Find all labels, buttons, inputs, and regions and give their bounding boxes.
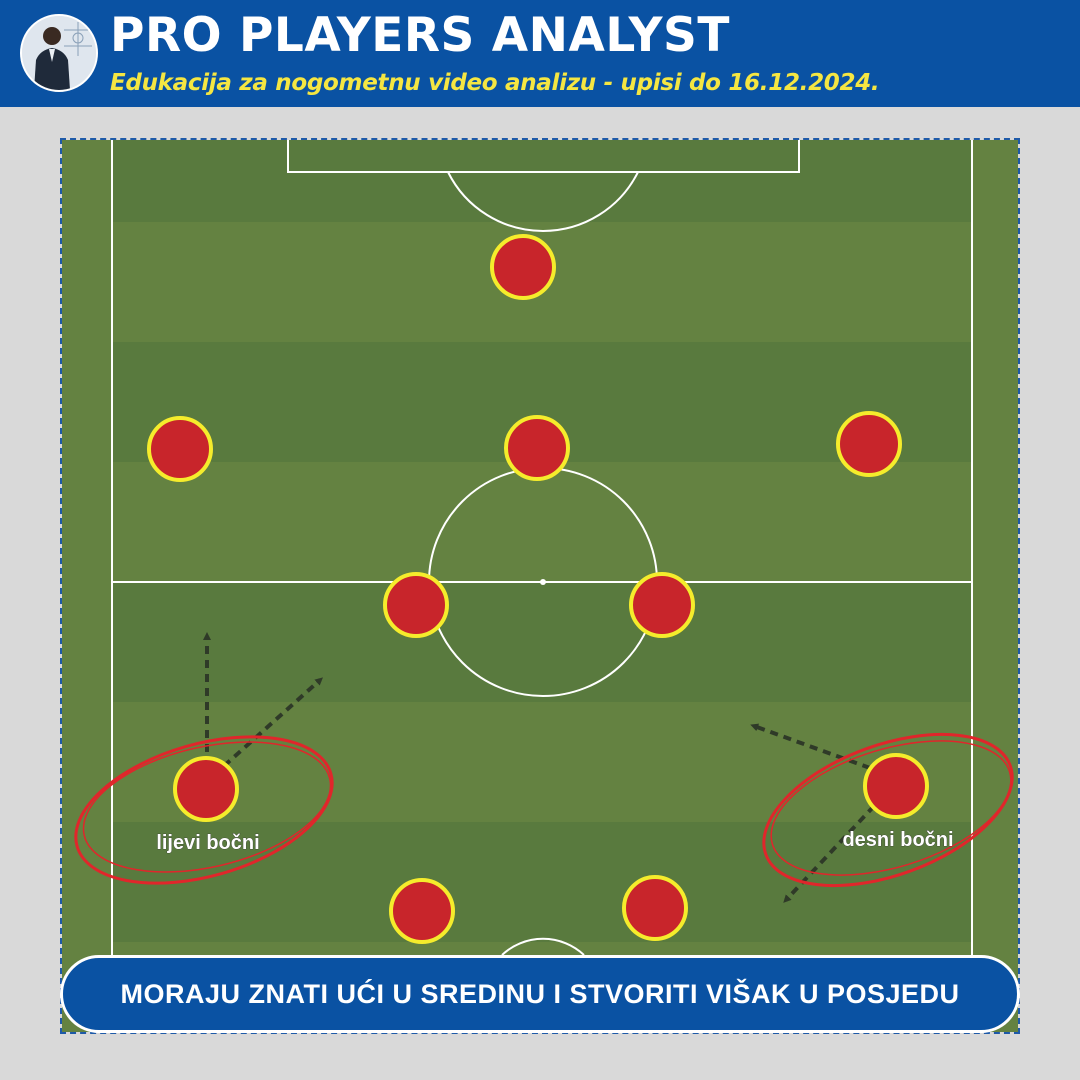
player-right-center-back	[622, 875, 688, 941]
pitch-stripes	[112, 140, 972, 1032]
player-left-center-back	[389, 878, 455, 944]
player-left-back	[173, 756, 239, 822]
arrow-left-diagonal	[222, 677, 323, 768]
page-title: PRO PLAYERS ANALYST	[110, 8, 730, 63]
player-right-winger	[836, 411, 902, 477]
penalty-box	[287, 140, 800, 173]
bottom-arc	[501, 937, 585, 956]
arrow-right-inside	[750, 723, 871, 770]
penalty-arc	[447, 171, 639, 232]
label-right-back: desni bočni	[842, 829, 953, 851]
player-right-center-mid	[629, 572, 695, 638]
player-left-winger	[147, 416, 213, 482]
highlight-circles	[74, 732, 1014, 888]
player-right-back	[863, 753, 929, 819]
pitch-svg: lijevi bočni desni bočni	[62, 140, 1018, 1032]
players	[147, 234, 929, 944]
caption-banner: MORAJU ZNATI UĆI U SREDINU I STVORITI VI…	[60, 955, 1020, 1033]
player-striker	[490, 234, 556, 300]
highlight-right-back	[762, 732, 1014, 888]
page-subtitle: Edukacija za nogometnu video analizu - u…	[110, 70, 880, 96]
header-bar: PRO PLAYERS ANALYST Edukacija za nogomet…	[0, 0, 1080, 107]
player-left-center-mid	[383, 572, 449, 638]
movement-arrows	[203, 632, 876, 903]
center-spot	[540, 579, 546, 585]
label-left-back: lijevi bočni	[156, 832, 259, 854]
highlight-left-back	[74, 735, 334, 885]
player-attacking-mid	[504, 415, 570, 481]
analyst-avatar-icon	[20, 14, 98, 92]
caption-text: MORAJU ZNATI UĆI U SREDINU I STVORITI VI…	[120, 978, 960, 1009]
arrow-right-down	[783, 804, 876, 903]
pitch-diagram: lijevi bočni desni bočni	[60, 138, 1020, 1034]
